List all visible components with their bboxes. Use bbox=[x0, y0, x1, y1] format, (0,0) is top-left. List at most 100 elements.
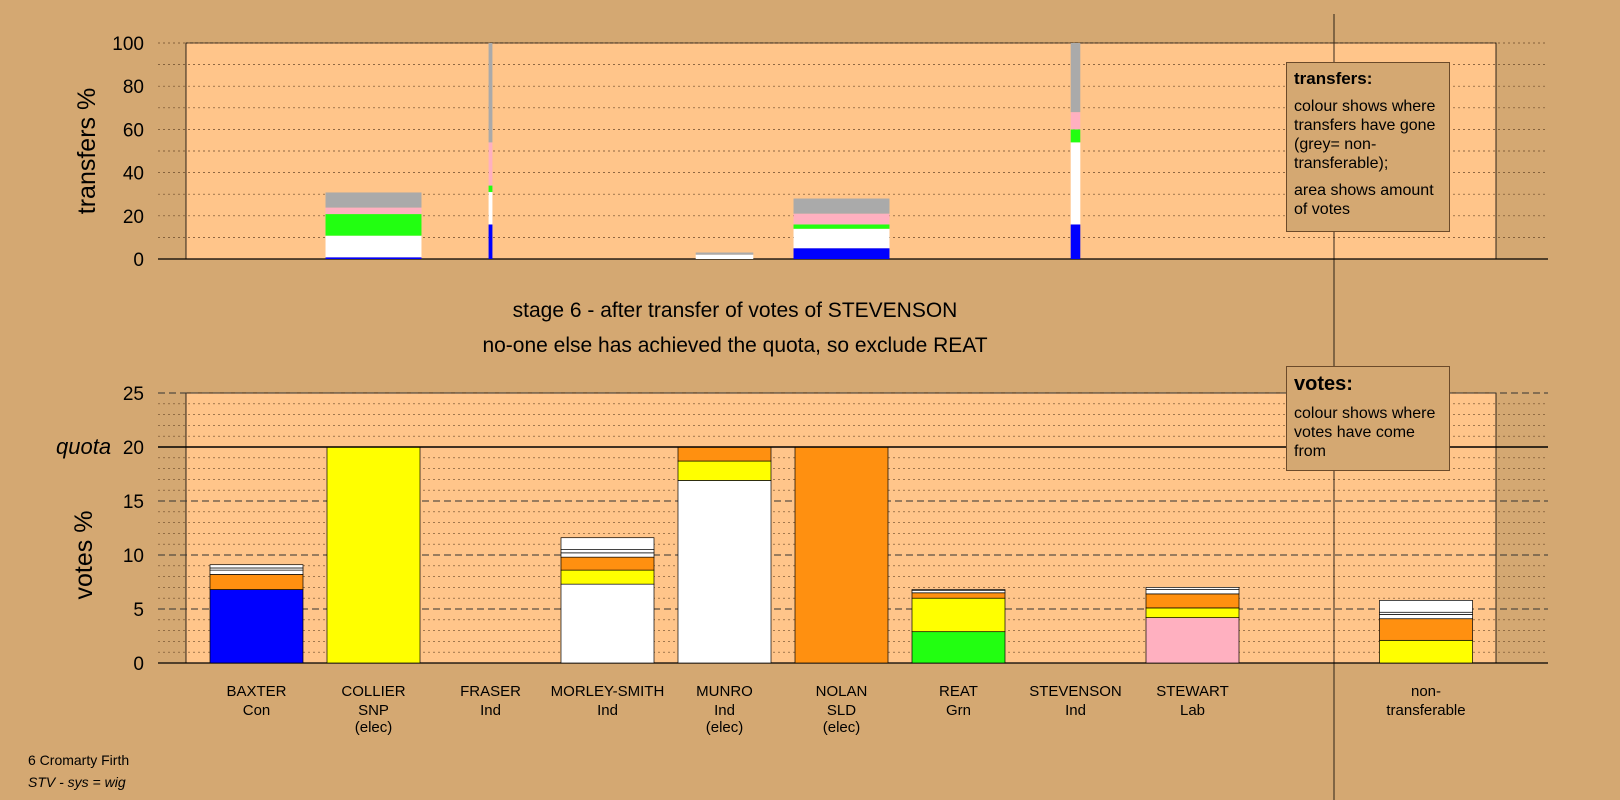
transfer-bar-segment bbox=[325, 214, 422, 236]
ward-name: 6 Cromarty Firth bbox=[28, 752, 130, 768]
vote-bar-segment bbox=[794, 446, 889, 664]
votes-y-tick-label: 5 bbox=[133, 600, 144, 621]
vote-bar-segment bbox=[209, 564, 304, 569]
transfer-bar-segment bbox=[793, 213, 890, 225]
vote-bar-segment bbox=[1145, 589, 1240, 595]
transfers-y-tick-label: 0 bbox=[133, 250, 144, 271]
vote-bar-segment bbox=[209, 569, 304, 575]
candidate-party-label: Con bbox=[243, 702, 271, 719]
transfer-bar-segment bbox=[325, 257, 422, 259]
transfer-bar-segment bbox=[1070, 43, 1081, 113]
transfers-legend: transfers: colour shows where transfers … bbox=[1286, 62, 1450, 232]
vote-bar-segment bbox=[1379, 600, 1473, 613]
transfer-bar-segment bbox=[793, 198, 890, 214]
transfers-y-tick-label: 100 bbox=[112, 34, 144, 55]
votes-y-tick-label: 10 bbox=[123, 546, 144, 567]
candidate-name-label: MUNRO bbox=[696, 683, 753, 700]
vote-bar-segment bbox=[560, 583, 655, 664]
vote-bar-segment bbox=[209, 574, 304, 590]
candidate-name-label: REAT bbox=[939, 683, 978, 700]
transfer-bar-segment bbox=[1070, 112, 1081, 130]
transfers-y-tick-label: 80 bbox=[123, 77, 144, 98]
vote-bar-segment bbox=[911, 631, 1006, 664]
candidate-name-label: MORLEY-SMITH bbox=[551, 683, 665, 700]
transfer-bar-segment bbox=[488, 224, 493, 259]
vote-bar-segment bbox=[1145, 593, 1240, 609]
candidate-party-label: Ind bbox=[714, 702, 735, 719]
vote-bar-segment bbox=[677, 460, 772, 481]
vote-bar-segment bbox=[209, 589, 304, 664]
votes-y-tick-label: 0 bbox=[133, 654, 144, 675]
vote-bar-segment bbox=[1145, 607, 1240, 618]
candidate-party-label: Lab bbox=[1180, 702, 1205, 719]
candidate-party-label: Grn bbox=[946, 702, 971, 719]
transfer-bar-segment bbox=[695, 254, 754, 259]
vote-bar-segment bbox=[326, 446, 421, 664]
counting-system: STV - sys = wig bbox=[28, 774, 126, 790]
transfer-bar-segment bbox=[488, 192, 493, 225]
votes-legend-text: colour shows where votes have come from bbox=[1294, 405, 1436, 460]
candidate-name-label: BAXTER bbox=[226, 683, 286, 700]
transfers-y-tick-label: 20 bbox=[123, 207, 144, 228]
vote-bar-segment bbox=[1145, 587, 1240, 590]
transfer-bar-segment bbox=[325, 207, 422, 215]
candidate-name-label: STEWART bbox=[1156, 683, 1229, 700]
vote-bar-segment bbox=[560, 569, 655, 585]
votes-y-axis-label: votes % bbox=[70, 511, 98, 600]
transfer-bar-segment bbox=[793, 248, 890, 259]
transfer-bar-segment bbox=[793, 224, 890, 229]
vote-bar-segment bbox=[1379, 614, 1473, 620]
candidate-name-label: STEVENSON bbox=[1029, 683, 1122, 700]
transfer-bar-segment bbox=[488, 43, 493, 143]
transfers-y-tick-label: 40 bbox=[123, 164, 144, 185]
candidate-elected-label: (elec) bbox=[355, 719, 393, 736]
candidate-name-label: FRASER bbox=[460, 683, 521, 700]
quota-label: quota bbox=[56, 434, 111, 459]
transfer-bar-segment bbox=[488, 142, 493, 186]
vote-bar-segment bbox=[911, 597, 1006, 633]
nontransferable-label: non- bbox=[1411, 683, 1441, 700]
candidate-party-label: Ind bbox=[597, 702, 618, 719]
votes-y-tick-label: 15 bbox=[123, 492, 144, 513]
vote-bar-segment bbox=[560, 537, 655, 550]
transfers-y-tick-label: 60 bbox=[123, 120, 144, 141]
votes-y-tick-label: 25 bbox=[123, 384, 144, 405]
candidate-party-label: SNP bbox=[358, 702, 389, 719]
vote-bar-segment bbox=[911, 589, 1006, 591]
vote-bar-segment bbox=[560, 556, 655, 571]
candidate-elected-label: (elec) bbox=[823, 719, 861, 736]
transfers-legend-area-text: area shows amount of votes bbox=[1294, 182, 1434, 218]
vote-bar-segment bbox=[677, 446, 772, 462]
vote-bar-segment bbox=[1379, 618, 1473, 641]
vote-bar-segment bbox=[560, 552, 655, 558]
transfer-bar-segment bbox=[325, 235, 422, 258]
candidate-name-label: NOLAN bbox=[816, 683, 868, 700]
candidate-elected-label: (elec) bbox=[706, 719, 744, 736]
transfer-bar-segment bbox=[1070, 224, 1081, 259]
transfer-bar-segment bbox=[325, 192, 422, 208]
stage-description: stage 6 - after transfer of votes of STE… bbox=[512, 299, 958, 322]
transfer-bar-segment bbox=[695, 252, 754, 255]
nontransferable-label: transferable bbox=[1386, 702, 1465, 719]
transfers-legend-title: transfers: bbox=[1294, 69, 1373, 88]
vote-bar-segment bbox=[911, 592, 1006, 599]
candidate-party-label: Ind bbox=[1065, 702, 1086, 719]
vote-bar-segment bbox=[1379, 639, 1473, 664]
candidate-party-label: Ind bbox=[480, 702, 501, 719]
transfer-bar-segment bbox=[793, 228, 890, 249]
transfer-bar-segment bbox=[1070, 142, 1081, 225]
transfers-y-axis-label: transfers % bbox=[73, 88, 101, 214]
candidate-name-label: COLLIER bbox=[341, 683, 405, 700]
votes-legend: votes: colour shows where votes have com… bbox=[1286, 366, 1450, 471]
candidate-party-label: SLD bbox=[827, 702, 856, 719]
stage-action: no-one else has achieved the quota, so e… bbox=[482, 334, 988, 357]
votes-legend-title: votes: bbox=[1294, 373, 1353, 395]
transfer-bar-segment bbox=[488, 185, 493, 193]
transfer-bar-segment bbox=[1070, 129, 1081, 143]
vote-bar-segment bbox=[677, 480, 772, 664]
vote-bar-segment bbox=[1145, 617, 1240, 664]
vote-bar-segment bbox=[560, 549, 655, 554]
votes-y-tick-label: 20 bbox=[123, 438, 144, 459]
